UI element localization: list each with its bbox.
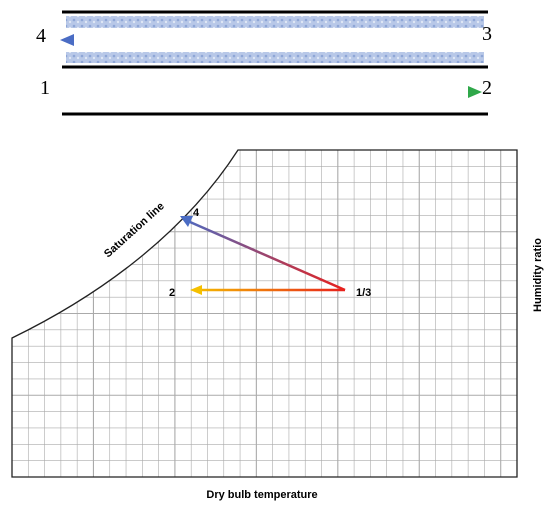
state-label: 1 [40, 77, 50, 99]
arrow-head [190, 285, 202, 295]
y-axis-label: Humidity ratio [532, 238, 544, 312]
x-axis-label: Dry bulb temperature [206, 489, 317, 501]
state-label: 4 [36, 25, 46, 47]
arrow-head [468, 86, 482, 98]
wet-layer [66, 16, 484, 28]
point-label: 2 [169, 287, 175, 299]
curve-label: Saturation line [102, 200, 167, 260]
process-line [189, 220, 346, 292]
wet-layer [66, 52, 484, 63]
state-label: 2 [482, 77, 492, 99]
arrow-head [180, 216, 193, 227]
point-label: 1/3 [356, 287, 371, 299]
grid [12, 150, 517, 477]
chart-outline [11, 149, 518, 478]
schematic: 4 3 1 2 [36, 10, 492, 116]
point-label: 4 [193, 207, 200, 219]
state-label: 3 [482, 23, 492, 45]
arrow-head [60, 34, 74, 46]
